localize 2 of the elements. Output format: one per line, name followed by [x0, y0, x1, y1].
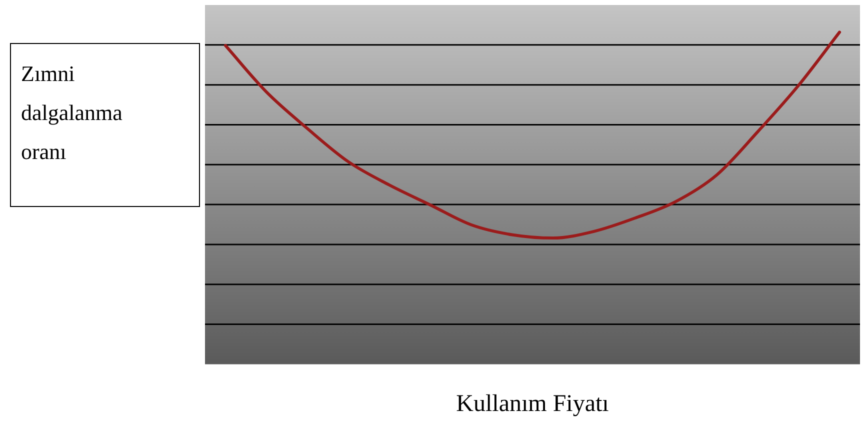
y-axis-title: Zımni dalgalanma oranı	[10, 43, 200, 207]
x-axis-title: Kullanım Fiyatı	[456, 390, 610, 417]
